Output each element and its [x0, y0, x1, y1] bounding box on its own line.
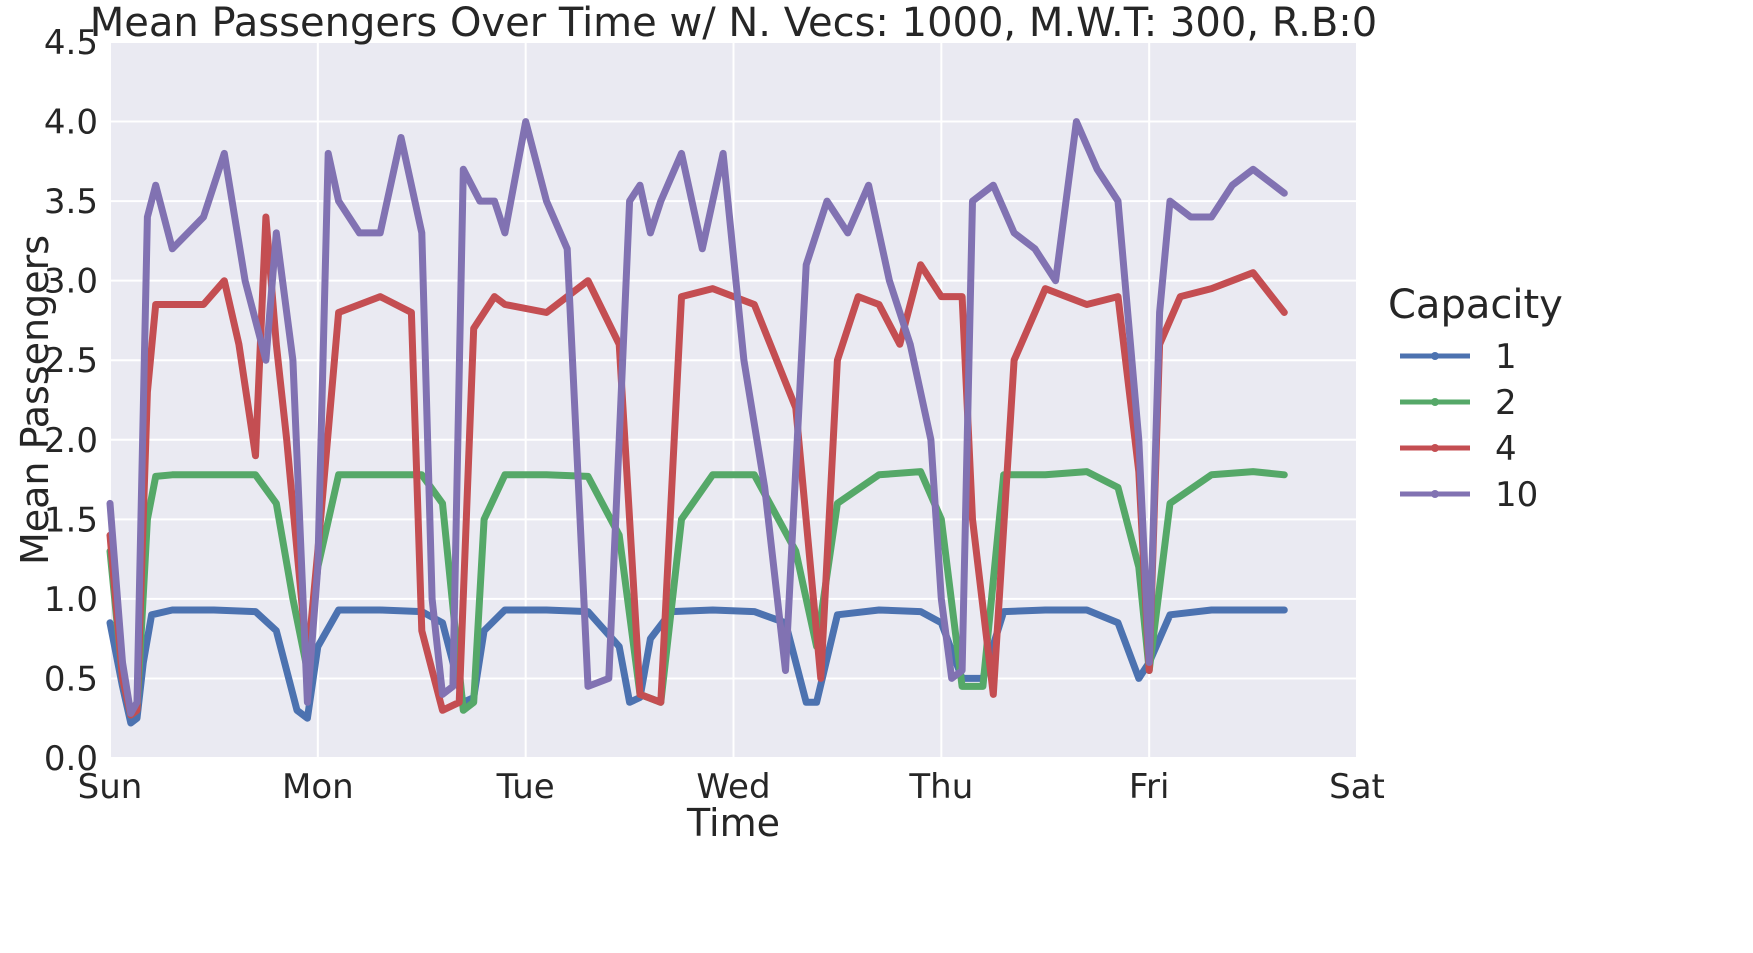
y-tick-label: 3.5 — [44, 182, 98, 222]
legend-marker-10 — [1431, 490, 1439, 498]
y-tick-label: 1.5 — [44, 500, 98, 540]
x-tick-label: Mon — [282, 767, 354, 807]
x-tick-label: Sat — [1329, 767, 1385, 807]
series-line-1 — [106, 606, 1288, 727]
legend-marker-1 — [1431, 352, 1439, 360]
x-tick-label: Sun — [78, 767, 143, 807]
x-tick-label: Tue — [496, 767, 555, 807]
legend-marker-4 — [1431, 444, 1439, 452]
legend-label-4: 4 — [1495, 429, 1517, 469]
series-line-2 — [106, 468, 1288, 719]
legend: Capacity 1 2 4 10 — [1388, 282, 1563, 515]
y-tick-label: 2.5 — [44, 341, 98, 381]
chart-title: Mean Passengers Over Time w/ N. Vecs: 10… — [90, 0, 1377, 46]
legend-label-2: 2 — [1495, 383, 1517, 423]
legend-label-10: 10 — [1495, 475, 1538, 515]
x-tick-label: Thu — [908, 767, 973, 807]
series-line-4 — [106, 213, 1288, 719]
y-axis-title: Mean Passengers — [13, 235, 57, 565]
y-tick-label: 0.0 — [44, 739, 98, 779]
legend-title: Capacity — [1388, 282, 1563, 328]
x-tick-label: Fri — [1129, 767, 1170, 807]
legend-label-1: 1 — [1495, 337, 1517, 377]
series-layer — [106, 118, 1288, 727]
series-line-10 — [106, 118, 1288, 717]
x-tick-label: Wed — [696, 767, 770, 807]
legend-marker-2 — [1431, 398, 1439, 406]
y-tick-label: 1.0 — [44, 580, 98, 620]
y-tick-label: 2.0 — [44, 421, 98, 461]
x-axis-title: Time — [686, 801, 780, 845]
legend-entries: 1 2 4 10 — [1400, 337, 1538, 515]
y-tick-label: 0.5 — [44, 659, 98, 699]
y-tick-labels: 0.0 0.5 1.0 1.5 2.0 2.5 3.0 3.5 4.0 4.5 — [44, 23, 98, 779]
y-tick-label: 4.0 — [44, 103, 98, 143]
y-tick-label: 3.0 — [44, 262, 98, 302]
y-tick-label: 4.5 — [44, 23, 98, 63]
x-tick-labels: Sun Mon Tue Wed Thu Fri Sat — [78, 767, 1385, 807]
